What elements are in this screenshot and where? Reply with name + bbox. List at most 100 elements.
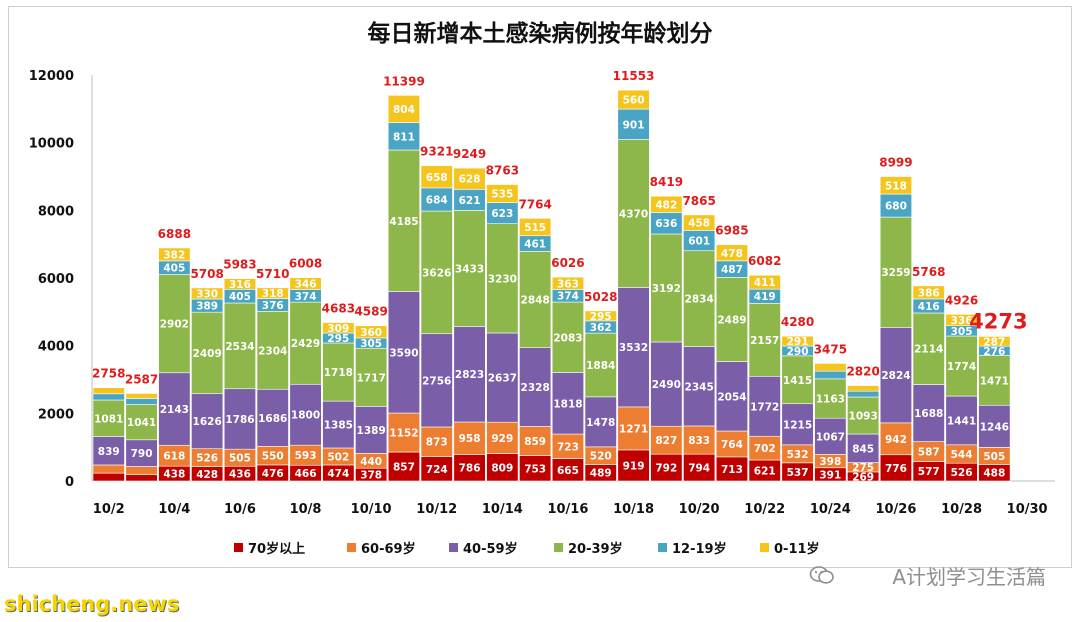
bar-segment: [519, 426, 552, 456]
legend-label: 40-59岁: [463, 541, 518, 557]
bar-segment: [289, 301, 322, 385]
segment-label: 362: [590, 322, 612, 334]
bar-segment: [256, 310, 289, 390]
segment-label: 276: [983, 346, 1005, 358]
segment-label: 873: [426, 437, 448, 449]
segment-label: 2490: [652, 379, 681, 391]
bar-segment: [551, 276, 585, 290]
segment-label: 827: [655, 435, 677, 447]
segment-label: 520: [590, 451, 612, 463]
segment-label: 398: [819, 456, 841, 468]
bar-segment: [847, 385, 880, 392]
total-label: 5710: [256, 267, 289, 281]
segment-label: 295: [327, 333, 349, 345]
watermark-text: A计划学习生活篇: [892, 565, 1046, 589]
bar-segment: [125, 393, 158, 399]
legend-swatch: [234, 543, 243, 552]
segment-label: 2157: [750, 335, 779, 347]
total-label: 8419: [650, 175, 683, 189]
total-label: 9249: [453, 147, 486, 161]
segment-label: 330: [196, 288, 218, 300]
bar-segment: [125, 439, 158, 467]
bar-segment: [617, 449, 650, 482]
segment-label: 790: [131, 448, 153, 460]
segment-label: 1688: [914, 408, 943, 420]
bar-segment: [781, 335, 814, 347]
segment-label: 1246: [980, 421, 1009, 433]
bar-segment: [223, 388, 256, 450]
segment-label: 3192: [652, 283, 681, 295]
segment-label: 636: [655, 218, 677, 230]
segment-label: 1774: [947, 361, 976, 373]
bar-stack: 857 1152 3590 4185 811 804 11399: [383, 74, 425, 482]
bar-segment: [125, 398, 158, 405]
segment-label: 792: [655, 463, 677, 475]
segment-label: 776: [885, 463, 907, 475]
total-label: 5768: [912, 265, 945, 279]
bar-segment: [683, 214, 716, 231]
bars: 8391081275879010412587438618214329024053…: [92, 69, 1028, 483]
x-tick-label: 10/14: [482, 502, 523, 517]
segment-label: 287: [983, 336, 1005, 348]
bar-stack: 713 764 2054 2489 487 478 6985: [715, 224, 749, 482]
total-label: 7764: [518, 197, 551, 211]
bar-segment: [978, 404, 1011, 448]
segment-label: 1415: [783, 375, 812, 387]
segment-label: 1884: [586, 360, 615, 372]
segment-label: 526: [951, 467, 973, 479]
legend-swatch: [760, 543, 769, 552]
segment-label: 1686: [258, 413, 287, 425]
segment-label: 2054: [717, 391, 746, 403]
segment-label: 2637: [488, 373, 517, 385]
bar-segment: [223, 278, 256, 290]
bar-segment: [355, 347, 388, 407]
bar-segment: [814, 417, 847, 455]
bar-segment: [814, 370, 847, 380]
x-tick-label: 10/6: [224, 502, 256, 517]
segment-label: 1800: [291, 410, 320, 422]
segment-label: 713: [721, 464, 743, 476]
segment-label: 269: [852, 471, 874, 483]
segment-label: 809: [491, 462, 513, 474]
bar-segment: [387, 122, 421, 151]
total-label: 2758: [92, 367, 125, 381]
x-tick-label: 10/26: [875, 502, 916, 517]
bar-stack: 621 702 1772 2157 419 411 6082: [748, 254, 781, 482]
segment-label: 461: [524, 239, 546, 251]
segment-label: 833: [688, 435, 710, 447]
bar-stack: 776 942 2824 3259 680 518 8999: [879, 156, 913, 482]
bar-segment: [912, 285, 945, 300]
bar-segment: [683, 346, 716, 427]
bar-segment: [879, 454, 913, 482]
x-tick-label: 10/20: [679, 502, 720, 517]
legend: 70岁以上 60-69岁 40-59岁 20-39岁 12-19岁 0-11岁: [234, 541, 820, 557]
segment-label: 532: [787, 449, 809, 461]
total-label: 11399: [383, 74, 425, 88]
segment-label: 2534: [225, 341, 254, 353]
segment-label: 318: [262, 288, 284, 300]
y-tick-label: 0: [65, 475, 74, 490]
bar-segment: [223, 302, 256, 390]
segment-label: 518: [885, 180, 907, 192]
bar-segment: [551, 301, 585, 373]
segment-label: 391: [819, 469, 841, 481]
bar-segment: [683, 250, 716, 347]
segment-label: 929: [491, 433, 513, 445]
bar-segment: [847, 390, 880, 398]
segment-label: 919: [623, 460, 645, 472]
segment-label: 1389: [357, 425, 386, 437]
segment-label: 376: [262, 300, 284, 312]
segment-label: 702: [754, 443, 776, 455]
bar-segment: [650, 195, 683, 213]
bar-segment: [92, 387, 125, 395]
wechat-icon: [809, 566, 834, 584]
bar-segment: [912, 384, 945, 442]
bar-stack: 839 1081 2758: [92, 367, 125, 482]
